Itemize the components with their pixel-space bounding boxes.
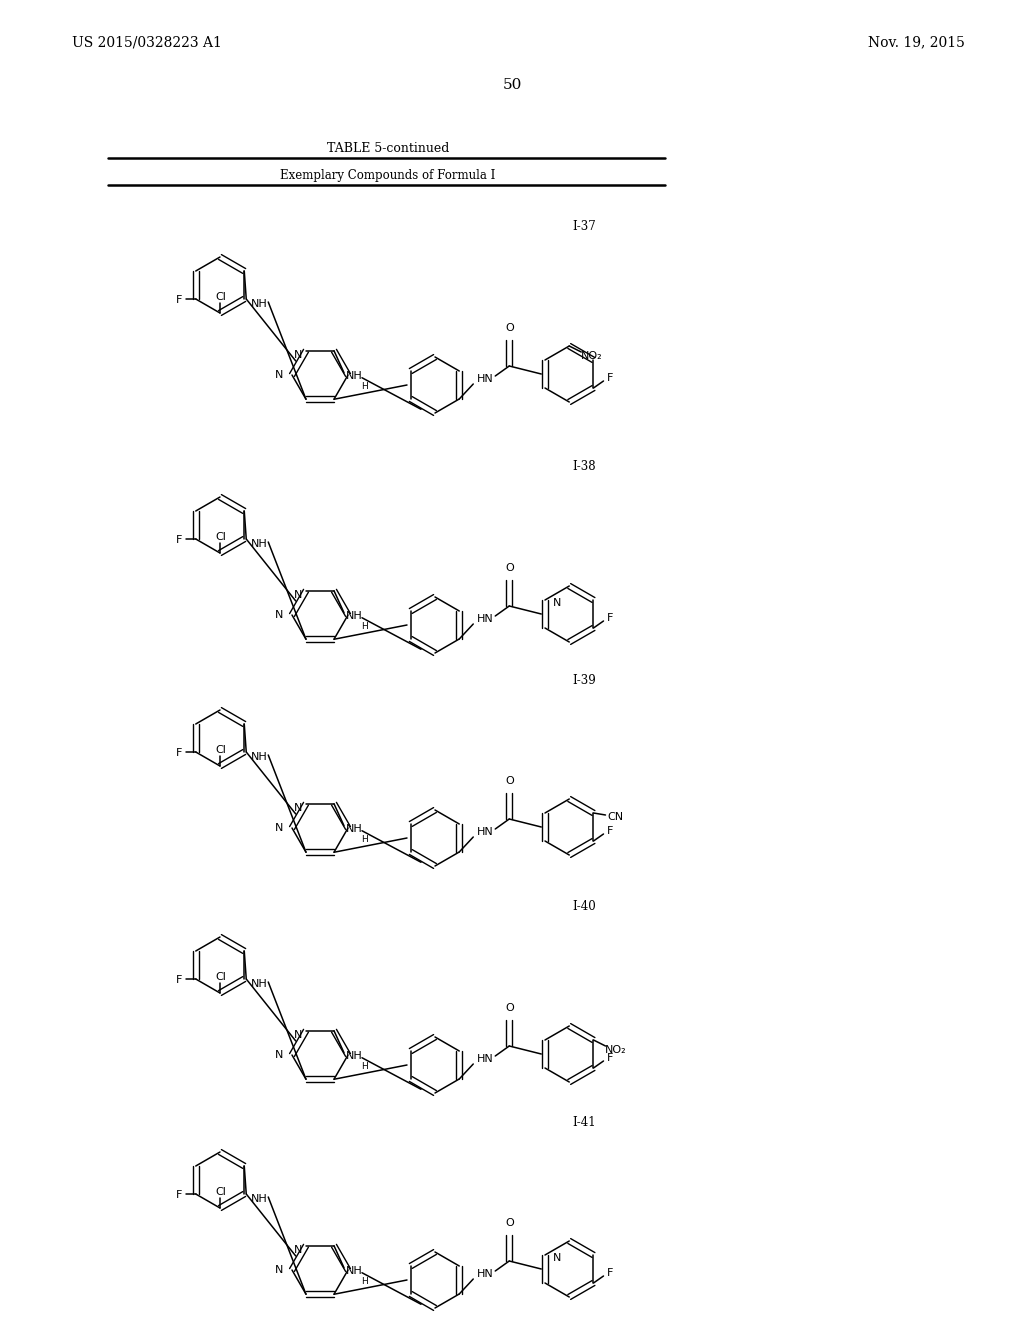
Text: N: N — [553, 1253, 561, 1263]
Text: NH: NH — [346, 1051, 362, 1061]
Text: I-38: I-38 — [572, 461, 596, 474]
Text: HN: HN — [477, 614, 494, 624]
Text: I-40: I-40 — [572, 900, 596, 913]
Text: TABLE 5-continued: TABLE 5-continued — [327, 141, 450, 154]
Text: N: N — [294, 590, 302, 599]
Text: HN: HN — [477, 828, 494, 837]
Text: F: F — [175, 1191, 182, 1200]
Text: NH: NH — [251, 752, 267, 762]
Text: N: N — [274, 1049, 284, 1060]
Text: H: H — [361, 622, 369, 631]
Text: NH: NH — [251, 539, 267, 549]
Text: I-39: I-39 — [572, 673, 596, 686]
Text: CN: CN — [607, 812, 624, 822]
Text: F: F — [607, 1269, 613, 1278]
Text: O: O — [506, 776, 515, 785]
Text: F: F — [175, 748, 182, 758]
Text: NO₂: NO₂ — [581, 351, 602, 360]
Text: F: F — [607, 612, 613, 623]
Text: NH: NH — [346, 1266, 362, 1275]
Text: NO₂: NO₂ — [605, 1045, 627, 1055]
Text: N: N — [553, 598, 561, 609]
Text: I-41: I-41 — [572, 1115, 596, 1129]
Text: N: N — [294, 1245, 302, 1255]
Text: NH: NH — [251, 300, 267, 309]
Text: NH: NH — [251, 1195, 267, 1204]
Text: O: O — [506, 323, 515, 333]
Text: H: H — [361, 383, 369, 391]
Text: Cl: Cl — [216, 972, 226, 982]
Text: Nov. 19, 2015: Nov. 19, 2015 — [868, 36, 965, 49]
Text: N: N — [294, 1030, 302, 1040]
Text: HN: HN — [477, 374, 494, 384]
Text: NH: NH — [346, 371, 362, 380]
Text: F: F — [175, 975, 182, 985]
Text: HN: HN — [477, 1053, 494, 1064]
Text: F: F — [175, 535, 182, 545]
Text: I-37: I-37 — [572, 220, 596, 234]
Text: HN: HN — [477, 1269, 494, 1279]
Text: Cl: Cl — [216, 744, 226, 755]
Text: F: F — [607, 374, 613, 383]
Text: N: N — [274, 610, 284, 620]
Text: O: O — [506, 564, 515, 573]
Text: N: N — [294, 803, 302, 813]
Text: Cl: Cl — [216, 292, 226, 302]
Text: O: O — [506, 1218, 515, 1228]
Text: F: F — [175, 294, 182, 305]
Text: F: F — [607, 826, 613, 836]
Text: 50: 50 — [503, 78, 521, 92]
Text: F: F — [607, 1053, 613, 1063]
Text: US 2015/0328223 A1: US 2015/0328223 A1 — [72, 36, 222, 49]
Text: N: N — [274, 1265, 284, 1275]
Text: Exemplary Compounds of Formula I: Exemplary Compounds of Formula I — [281, 169, 496, 181]
Text: O: O — [506, 1003, 515, 1012]
Text: H: H — [361, 1278, 369, 1286]
Text: N: N — [294, 350, 302, 360]
Text: Cl: Cl — [216, 1187, 226, 1197]
Text: H: H — [361, 836, 369, 845]
Text: NH: NH — [346, 611, 362, 620]
Text: Cl: Cl — [216, 532, 226, 543]
Text: N: N — [274, 822, 284, 833]
Text: NH: NH — [251, 979, 267, 989]
Text: H: H — [361, 1063, 369, 1072]
Text: N: N — [274, 370, 284, 380]
Text: NH: NH — [346, 824, 362, 834]
